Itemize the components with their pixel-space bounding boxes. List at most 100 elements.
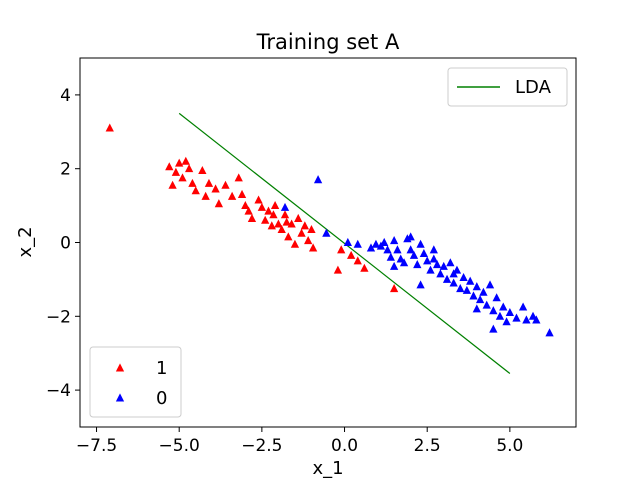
point-class-1 (347, 250, 356, 259)
point-class-1 (333, 265, 343, 274)
point-class-0 (406, 232, 415, 241)
point-class-1 (178, 173, 187, 182)
point-class-0 (313, 175, 323, 184)
point-class-1 (304, 236, 313, 245)
point-class-0 (489, 306, 498, 315)
point-class-0 (416, 239, 425, 248)
point-class-0 (389, 261, 399, 270)
point-class-0 (399, 258, 409, 267)
legend-marker-class-1 (115, 363, 125, 372)
legend-lda: LDA (447, 67, 568, 107)
point-class-0 (442, 274, 452, 283)
point-class-1 (247, 213, 257, 222)
point-class-0 (462, 285, 472, 294)
y-tick-label: 2 (60, 160, 71, 180)
point-class-1 (264, 206, 273, 215)
point-class-0 (479, 287, 488, 296)
y-axis-ticks: −4 −2 0 2 4 (46, 86, 80, 401)
point-class-0 (472, 304, 481, 313)
x-tick-label: −2.5 (241, 436, 282, 456)
point-class-0 (449, 278, 458, 287)
point-class-1 (270, 201, 280, 210)
point-class-0 (416, 280, 425, 289)
point-class-0 (366, 243, 376, 252)
point-class-0 (429, 254, 438, 263)
point-class-1 (287, 219, 296, 228)
legend-label-class-0: 0 (156, 388, 167, 409)
point-class-1 (175, 158, 184, 167)
point-class-1 (184, 164, 194, 173)
point-class-0 (380, 237, 389, 246)
point-class-0 (426, 265, 435, 274)
point-class-0 (423, 256, 432, 265)
point-class-0 (353, 239, 362, 248)
point-class-0 (432, 260, 442, 269)
x-tick-label: 5.0 (496, 436, 523, 456)
point-class-1 (165, 162, 174, 171)
point-class-1 (241, 201, 250, 210)
point-class-0 (371, 239, 381, 248)
point-class-0 (436, 269, 445, 278)
y-tick-label: −4 (46, 381, 71, 401)
point-class-0 (452, 265, 462, 274)
point-class-0 (386, 252, 395, 261)
point-class-1 (297, 228, 306, 237)
lda-decision-line (178, 112, 511, 374)
point-class-0 (485, 280, 495, 289)
point-class-0 (475, 295, 485, 304)
point-class-1 (105, 123, 114, 132)
x-tick-label: −7.5 (76, 436, 117, 456)
legend-lda-box (447, 67, 568, 107)
point-class-1 (353, 256, 362, 265)
point-class-0 (280, 202, 290, 211)
y-tick-label: 0 (60, 234, 71, 254)
y-axis-label: x_2 (15, 226, 36, 257)
point-class-0 (456, 284, 465, 293)
point-class-1 (360, 263, 369, 272)
point-class-1 (274, 219, 283, 228)
legend-lda-label: LDA (515, 77, 552, 98)
point-class-0 (469, 291, 478, 300)
x-tick-label: −5.0 (159, 436, 200, 456)
point-class-0 (495, 311, 505, 320)
point-class-0 (545, 328, 554, 337)
point-class-1 (267, 221, 276, 230)
x-tick-label: 2.5 (414, 436, 441, 456)
point-class-1 (307, 224, 316, 234)
point-class-0 (499, 302, 508, 311)
point-class-1 (300, 221, 309, 230)
point-class-0 (528, 311, 538, 320)
point-class-0 (522, 315, 531, 324)
point-class-1 (188, 178, 197, 187)
point-class-1 (257, 202, 267, 211)
point-class-0 (482, 300, 491, 309)
plot-marks (105, 112, 554, 374)
point-class-0 (459, 272, 468, 282)
point-class-0 (419, 248, 429, 258)
point-class-1 (201, 191, 210, 200)
point-class-0 (532, 315, 541, 324)
point-class-1 (290, 239, 300, 248)
legend-classes: 1 0 (89, 346, 182, 418)
point-class-0 (466, 276, 475, 285)
point-class-1 (211, 184, 220, 193)
point-class-1 (254, 195, 263, 204)
point-class-0 (449, 269, 458, 278)
legend-classes-box (89, 346, 182, 418)
point-class-1 (191, 186, 200, 195)
legend-marker-class-0 (115, 393, 125, 402)
point-class-0 (322, 228, 331, 237)
point-class-1 (181, 156, 190, 165)
point-class-1 (214, 199, 224, 208)
y-tick-label: 4 (60, 86, 71, 106)
point-class-1 (280, 210, 290, 219)
point-class-0 (396, 254, 405, 263)
point-class-1 (337, 245, 346, 254)
point-class-0 (505, 308, 515, 317)
point-class-0 (446, 258, 455, 267)
point-class-1 (234, 173, 243, 182)
point-class-1 (244, 206, 253, 215)
point-class-1 (204, 178, 214, 187)
point-class-0 (492, 293, 501, 302)
point-class-0 (409, 250, 419, 259)
